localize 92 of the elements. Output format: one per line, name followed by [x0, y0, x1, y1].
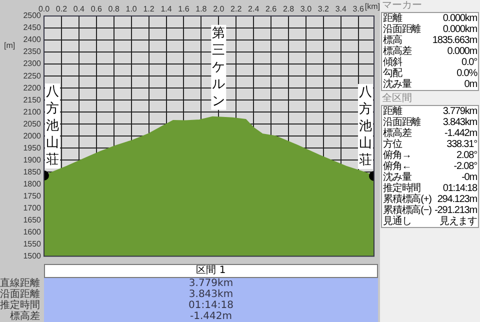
x-tick-label: 0.0	[38, 4, 50, 14]
y-tick-label: 1800	[23, 179, 42, 188]
text: 2.08°	[456, 150, 477, 161]
x-tick-label: 3.2	[318, 4, 330, 14]
x-tick-label: 0.4	[73, 4, 86, 14]
annotation: 八方池山荘	[359, 84, 372, 168]
text: 推定時間	[0, 300, 40, 311]
text: 沿面距離	[0, 289, 40, 300]
y-tick-label: 1650	[23, 215, 42, 224]
y-tick-label: 2000	[23, 131, 42, 140]
text: 沈み量	[383, 172, 412, 183]
x-tick-label: 2.0	[213, 4, 225, 14]
text: 全区間	[381, 93, 413, 105]
x-tick-label: 2.4	[248, 4, 260, 14]
text: 直線距離	[0, 278, 40, 289]
x-tick-label: 0.8	[108, 4, 120, 14]
text: 0.0°	[461, 57, 477, 68]
text: 0m	[464, 79, 477, 90]
text: -1.442m	[44, 311, 378, 322]
y-tick-label: 2200	[23, 83, 42, 92]
y-tick-label: 2300	[23, 59, 42, 68]
text: 距離	[383, 106, 402, 117]
text: 方位	[383, 139, 402, 150]
y-tick-label: 2150	[23, 95, 42, 104]
text: 推定時間	[383, 183, 421, 194]
text: 勾配	[383, 68, 402, 79]
text: 沿面距離	[383, 24, 421, 35]
text: 区間 1	[44, 264, 378, 278]
text: 見通し	[383, 216, 412, 227]
text: 01:14:18	[44, 300, 378, 311]
x-tick-label: 3.6	[352, 4, 364, 14]
y-tick-label: 1750	[23, 191, 42, 200]
y-tick-label: 2500	[23, 11, 42, 20]
text: 0.000m	[447, 46, 477, 57]
x-tick-label: 3.0	[300, 4, 312, 14]
text: 累積標高(+)	[383, 194, 432, 205]
y-tick-label: 2450	[23, 23, 42, 32]
y-tick-label: 1550	[23, 239, 42, 248]
annotation: 第三ケルン	[212, 26, 226, 109]
x-tick-label: 0.2	[56, 4, 68, 14]
x-tick-label: 1.2	[143, 4, 155, 14]
y-tick-label: 1600	[23, 227, 42, 236]
text: 距離	[383, 13, 402, 24]
text: 1835.663m	[432, 35, 477, 46]
y-tick-label: 2100	[23, 107, 42, 116]
text: 01:14:18	[442, 183, 477, 194]
text: 見えます	[439, 216, 477, 227]
text: -1.442m	[444, 128, 477, 139]
x-tick-label: 1.8	[196, 4, 208, 14]
text: 沈み量	[383, 79, 412, 90]
text: 0.000km	[442, 13, 477, 24]
text: 俯角→	[383, 150, 412, 161]
text: マーカー	[381, 0, 423, 12]
text: 標高	[383, 35, 402, 46]
text: 338.31°	[446, 139, 477, 150]
text: 0.000km	[442, 24, 477, 35]
x-tick-label: 0.6	[90, 4, 103, 14]
text: 294.123m	[437, 194, 477, 205]
text: 標高差	[383, 46, 412, 57]
text: 傾斜	[383, 57, 402, 68]
y-tick-label: 1700	[23, 203, 42, 212]
text: 3.843km	[44, 289, 378, 300]
x-tick-label: 1.0	[126, 4, 138, 14]
y-axis-title: [m]	[4, 41, 16, 50]
text: -2.08°	[454, 161, 477, 172]
annotation: 八方池山荘	[46, 84, 59, 168]
x-tick-label: 2.8	[282, 4, 295, 14]
text: 3.843km	[442, 117, 477, 128]
x-axis-title: [km]	[364, 2, 380, 12]
y-tick-label: 2250	[23, 71, 42, 80]
text: 3.779km	[442, 106, 477, 117]
x-tick-label: 2.6	[265, 4, 278, 14]
y-tick-label: 2050	[23, 119, 42, 128]
y-tick-label: 1850	[23, 167, 42, 176]
x-tick-label: 2.2	[230, 4, 242, 14]
text: 沿面距離	[383, 117, 421, 128]
text: 俯角←	[383, 161, 412, 172]
y-tick-label: 2350	[23, 47, 42, 56]
text: 0.0%	[456, 68, 477, 79]
y-tick-label: 1950	[23, 143, 42, 152]
text: -291.213m	[434, 205, 477, 216]
text: 標高差	[10, 311, 40, 322]
x-tick-label: 1.4	[160, 4, 172, 14]
x-tick-label: 3.4	[335, 4, 348, 14]
y-tick-label: 1500	[23, 251, 42, 260]
text: 3.779km	[44, 278, 378, 289]
x-tick-label: 1.6	[178, 4, 190, 14]
text: 累積標高(−)	[383, 205, 432, 216]
y-tick-label: 1900	[23, 155, 42, 164]
y-tick-label: 2400	[23, 35, 42, 44]
text: 標高差	[383, 128, 412, 139]
text: -0m	[462, 172, 477, 183]
